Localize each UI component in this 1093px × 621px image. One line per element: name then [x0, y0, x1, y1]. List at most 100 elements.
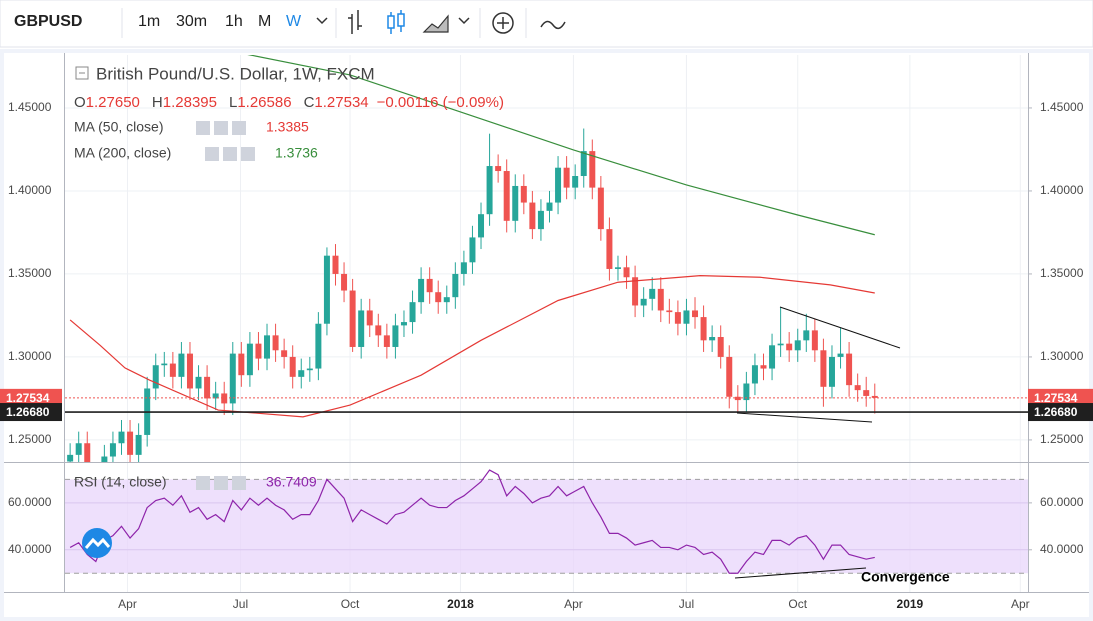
x-tick-label: Jul [233, 597, 248, 611]
bars-icon[interactable] [348, 10, 362, 34]
interval[interactable]: 1m [138, 13, 160, 30]
button[interactable] [214, 476, 228, 490]
candle-body [178, 353, 185, 377]
candle-body [375, 325, 382, 336]
legend-value: 1.3385 [266, 119, 309, 135]
candle-body [520, 185, 527, 203]
axes: Apr Jul Oct 2018 Apr Jul Oct 2019 Apr 1.45000 1.45… [0, 53, 1093, 611]
button[interactable] [196, 121, 210, 135]
x-tick-label: Apr [118, 597, 137, 611]
interval[interactable]: W [286, 13, 302, 30]
compare-icon[interactable] [492, 12, 514, 34]
candle-body [726, 356, 733, 397]
candle-body [537, 210, 544, 230]
candle-body [109, 443, 116, 457]
candle-body [632, 277, 639, 306]
candle-body [751, 365, 758, 384]
y-tick-label: 1.35000 [1040, 266, 1084, 280]
legend-buttons [196, 121, 255, 490]
candle-body [863, 390, 870, 396]
button[interactable] [223, 147, 237, 161]
readout-key: C [304, 94, 315, 111]
button[interactable] [205, 147, 219, 161]
candle-body [341, 273, 348, 291]
symbol[interactable]: GBPUSD [14, 13, 82, 30]
candle-body [409, 302, 416, 323]
candle-body [820, 350, 827, 387]
interval[interactable]: 1h [225, 13, 243, 30]
candle-body [204, 376, 211, 399]
candle-body [589, 151, 596, 188]
area-icon[interactable] [422, 14, 449, 33]
dropdown-icon[interactable] [316, 17, 328, 25]
x-tick-label: Oct [788, 597, 807, 611]
candle-body [400, 322, 407, 326]
candle-body [246, 343, 253, 376]
x-tick-label: Oct [341, 597, 360, 611]
legend-entry: MA (200, close) [74, 145, 171, 161]
interval[interactable]: 30m [176, 13, 207, 30]
collapse-icon[interactable] [75, 66, 89, 80]
button[interactable] [196, 476, 210, 490]
y-tick-label: 40.0000 [1040, 542, 1084, 556]
candle-body [828, 356, 835, 387]
candle-body [349, 290, 356, 347]
trend-line [779, 306, 901, 349]
candle-body [692, 310, 699, 318]
candle-body [392, 325, 399, 347]
price-label: 1.26680 [6, 405, 50, 419]
candle-body [101, 456, 108, 462]
indicators-icon[interactable] [540, 20, 566, 30]
y-tick-label: 40.0000 [8, 542, 52, 556]
candle-body [358, 310, 365, 347]
candle-body [84, 443, 91, 462]
candle-body [871, 395, 878, 398]
candle-body [803, 330, 810, 341]
candle-body [614, 267, 621, 269]
candle-body [452, 273, 459, 298]
interval[interactable]: M [258, 13, 271, 30]
price-label-box [0, 403, 62, 422]
toolbar: GBPUSD 1m 30m 1h M W [0, 0, 1093, 48]
candle-body [734, 396, 741, 401]
y-tick-label: 60.0000 [1040, 495, 1084, 509]
y-tick-label: 60.0000 [8, 495, 52, 509]
readout-change: −0.00116 (−0.09%) [377, 94, 504, 111]
candle-body [315, 323, 322, 369]
candle-body [717, 337, 724, 357]
y-tick-label: 1.25000 [1040, 432, 1084, 446]
candle-body [683, 310, 690, 324]
candle-body [323, 255, 330, 324]
candle-body [418, 278, 425, 303]
candle-body [460, 262, 467, 274]
readout-value: 1.27650 [86, 94, 140, 111]
logo-mark [84, 537, 111, 549]
compare-icon [497, 17, 509, 29]
price-label: 1.27534 [1034, 391, 1078, 405]
candle-body [332, 255, 339, 274]
candle-body [572, 176, 579, 188]
candle-body [486, 166, 493, 215]
moving-average [69, 274, 875, 418]
candle-body [743, 383, 750, 401]
legend-value: 1.3736 [275, 145, 318, 161]
candle-body [837, 353, 844, 357]
dropdown-icon[interactable] [458, 17, 470, 25]
button[interactable] [232, 476, 246, 490]
trend-line [736, 412, 873, 423]
price-label-box [1028, 388, 1093, 407]
button[interactable] [241, 147, 255, 161]
button[interactable] [232, 121, 246, 135]
candle-body [127, 431, 134, 455]
readout-value: 1.26586 [237, 94, 291, 111]
button[interactable] [214, 121, 228, 135]
readout-key: L [229, 94, 237, 111]
candle-body [366, 310, 373, 326]
candle-body [195, 376, 202, 389]
candle-body [383, 335, 390, 347]
candle-body [846, 353, 853, 386]
y-tick-label: 1.30000 [8, 349, 52, 363]
candle-body [478, 214, 485, 238]
candle-body [264, 335, 271, 359]
